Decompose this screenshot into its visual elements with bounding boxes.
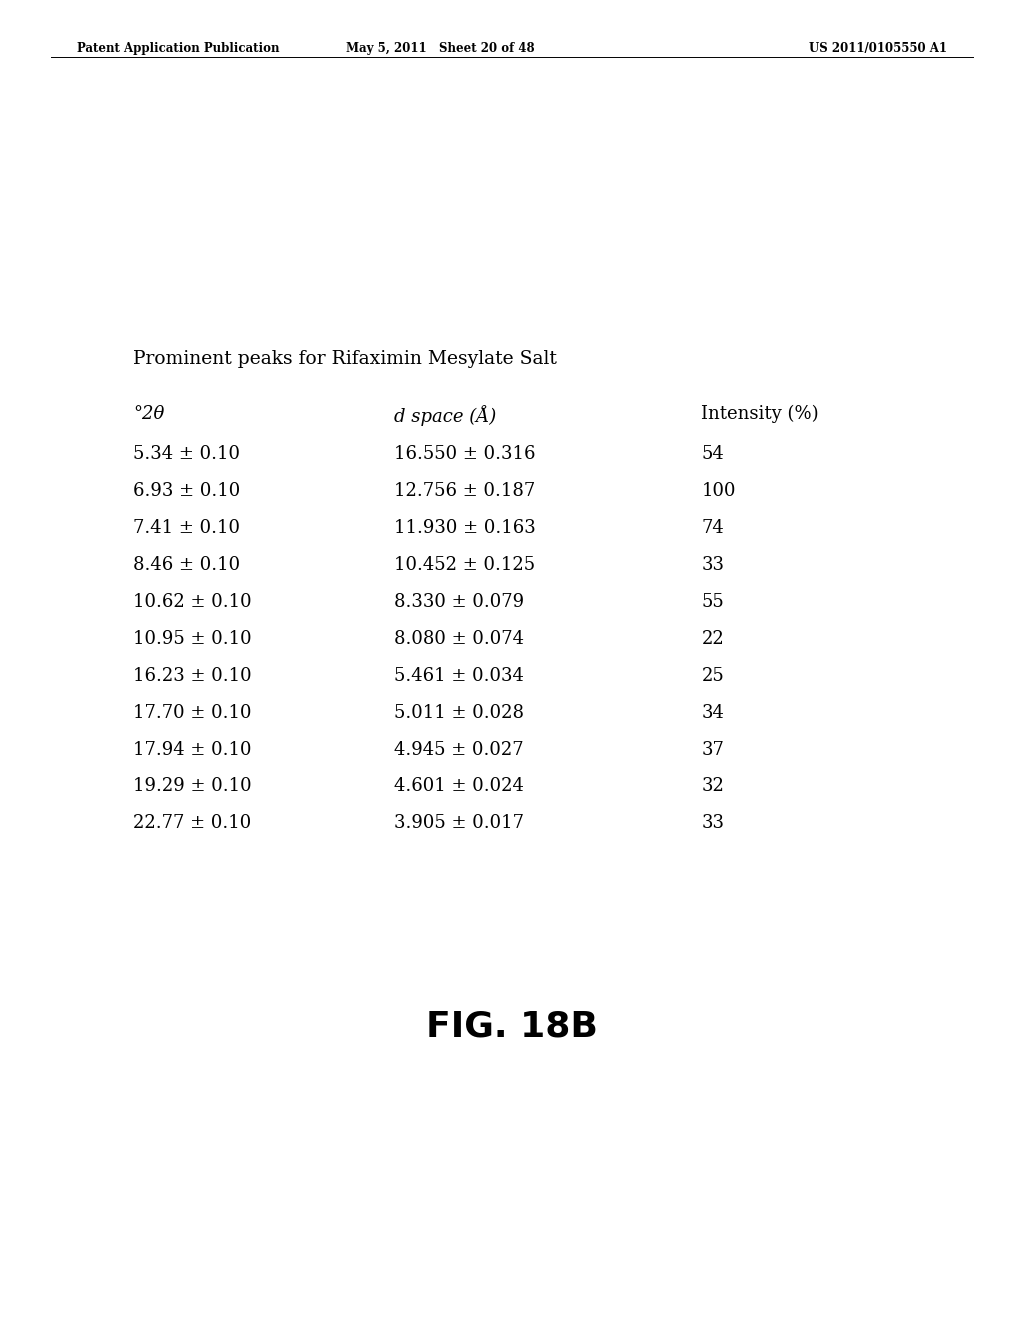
Text: 74: 74 (701, 519, 724, 537)
Text: 19.29 ± 0.10: 19.29 ± 0.10 (133, 777, 252, 796)
Text: 55: 55 (701, 593, 724, 611)
Text: 22: 22 (701, 630, 724, 648)
Text: 33: 33 (701, 814, 724, 833)
Text: 10.62 ± 0.10: 10.62 ± 0.10 (133, 593, 252, 611)
Text: 22.77 ± 0.10: 22.77 ± 0.10 (133, 814, 251, 833)
Text: 54: 54 (701, 445, 724, 463)
Text: May 5, 2011   Sheet 20 of 48: May 5, 2011 Sheet 20 of 48 (346, 42, 535, 55)
Text: 11.930 ± 0.163: 11.930 ± 0.163 (394, 519, 536, 537)
Text: 34: 34 (701, 704, 724, 722)
Text: 37: 37 (701, 741, 724, 759)
Text: 100: 100 (701, 482, 736, 500)
Text: Intensity (%): Intensity (%) (701, 405, 819, 424)
Text: 5.461 ± 0.034: 5.461 ± 0.034 (394, 667, 524, 685)
Text: 7.41 ± 0.10: 7.41 ± 0.10 (133, 519, 240, 537)
Text: d space (Å): d space (Å) (394, 405, 497, 426)
Text: 4.601 ± 0.024: 4.601 ± 0.024 (394, 777, 524, 796)
Text: 8.46 ± 0.10: 8.46 ± 0.10 (133, 556, 241, 574)
Text: 5.011 ± 0.028: 5.011 ± 0.028 (394, 704, 524, 722)
Text: 8.080 ± 0.074: 8.080 ± 0.074 (394, 630, 524, 648)
Text: 17.70 ± 0.10: 17.70 ± 0.10 (133, 704, 252, 722)
Text: 33: 33 (701, 556, 724, 574)
Text: 10.452 ± 0.125: 10.452 ± 0.125 (394, 556, 536, 574)
Text: Prominent peaks for Rifaximin Mesylate Salt: Prominent peaks for Rifaximin Mesylate S… (133, 350, 557, 368)
Text: US 2011/0105550 A1: US 2011/0105550 A1 (809, 42, 947, 55)
Text: 5.34 ± 0.10: 5.34 ± 0.10 (133, 445, 240, 463)
Text: 32: 32 (701, 777, 724, 796)
Text: Patent Application Publication: Patent Application Publication (77, 42, 280, 55)
Text: 16.23 ± 0.10: 16.23 ± 0.10 (133, 667, 252, 685)
Text: 6.93 ± 0.10: 6.93 ± 0.10 (133, 482, 241, 500)
Text: FIG. 18B: FIG. 18B (426, 1010, 598, 1044)
Text: °2θ: °2θ (133, 405, 165, 424)
Text: 4.945 ± 0.027: 4.945 ± 0.027 (394, 741, 524, 759)
Text: 25: 25 (701, 667, 724, 685)
Text: 16.550 ± 0.316: 16.550 ± 0.316 (394, 445, 536, 463)
Text: 10.95 ± 0.10: 10.95 ± 0.10 (133, 630, 252, 648)
Text: 12.756 ± 0.187: 12.756 ± 0.187 (394, 482, 536, 500)
Text: 8.330 ± 0.079: 8.330 ± 0.079 (394, 593, 524, 611)
Text: 17.94 ± 0.10: 17.94 ± 0.10 (133, 741, 252, 759)
Text: 3.905 ± 0.017: 3.905 ± 0.017 (394, 814, 524, 833)
